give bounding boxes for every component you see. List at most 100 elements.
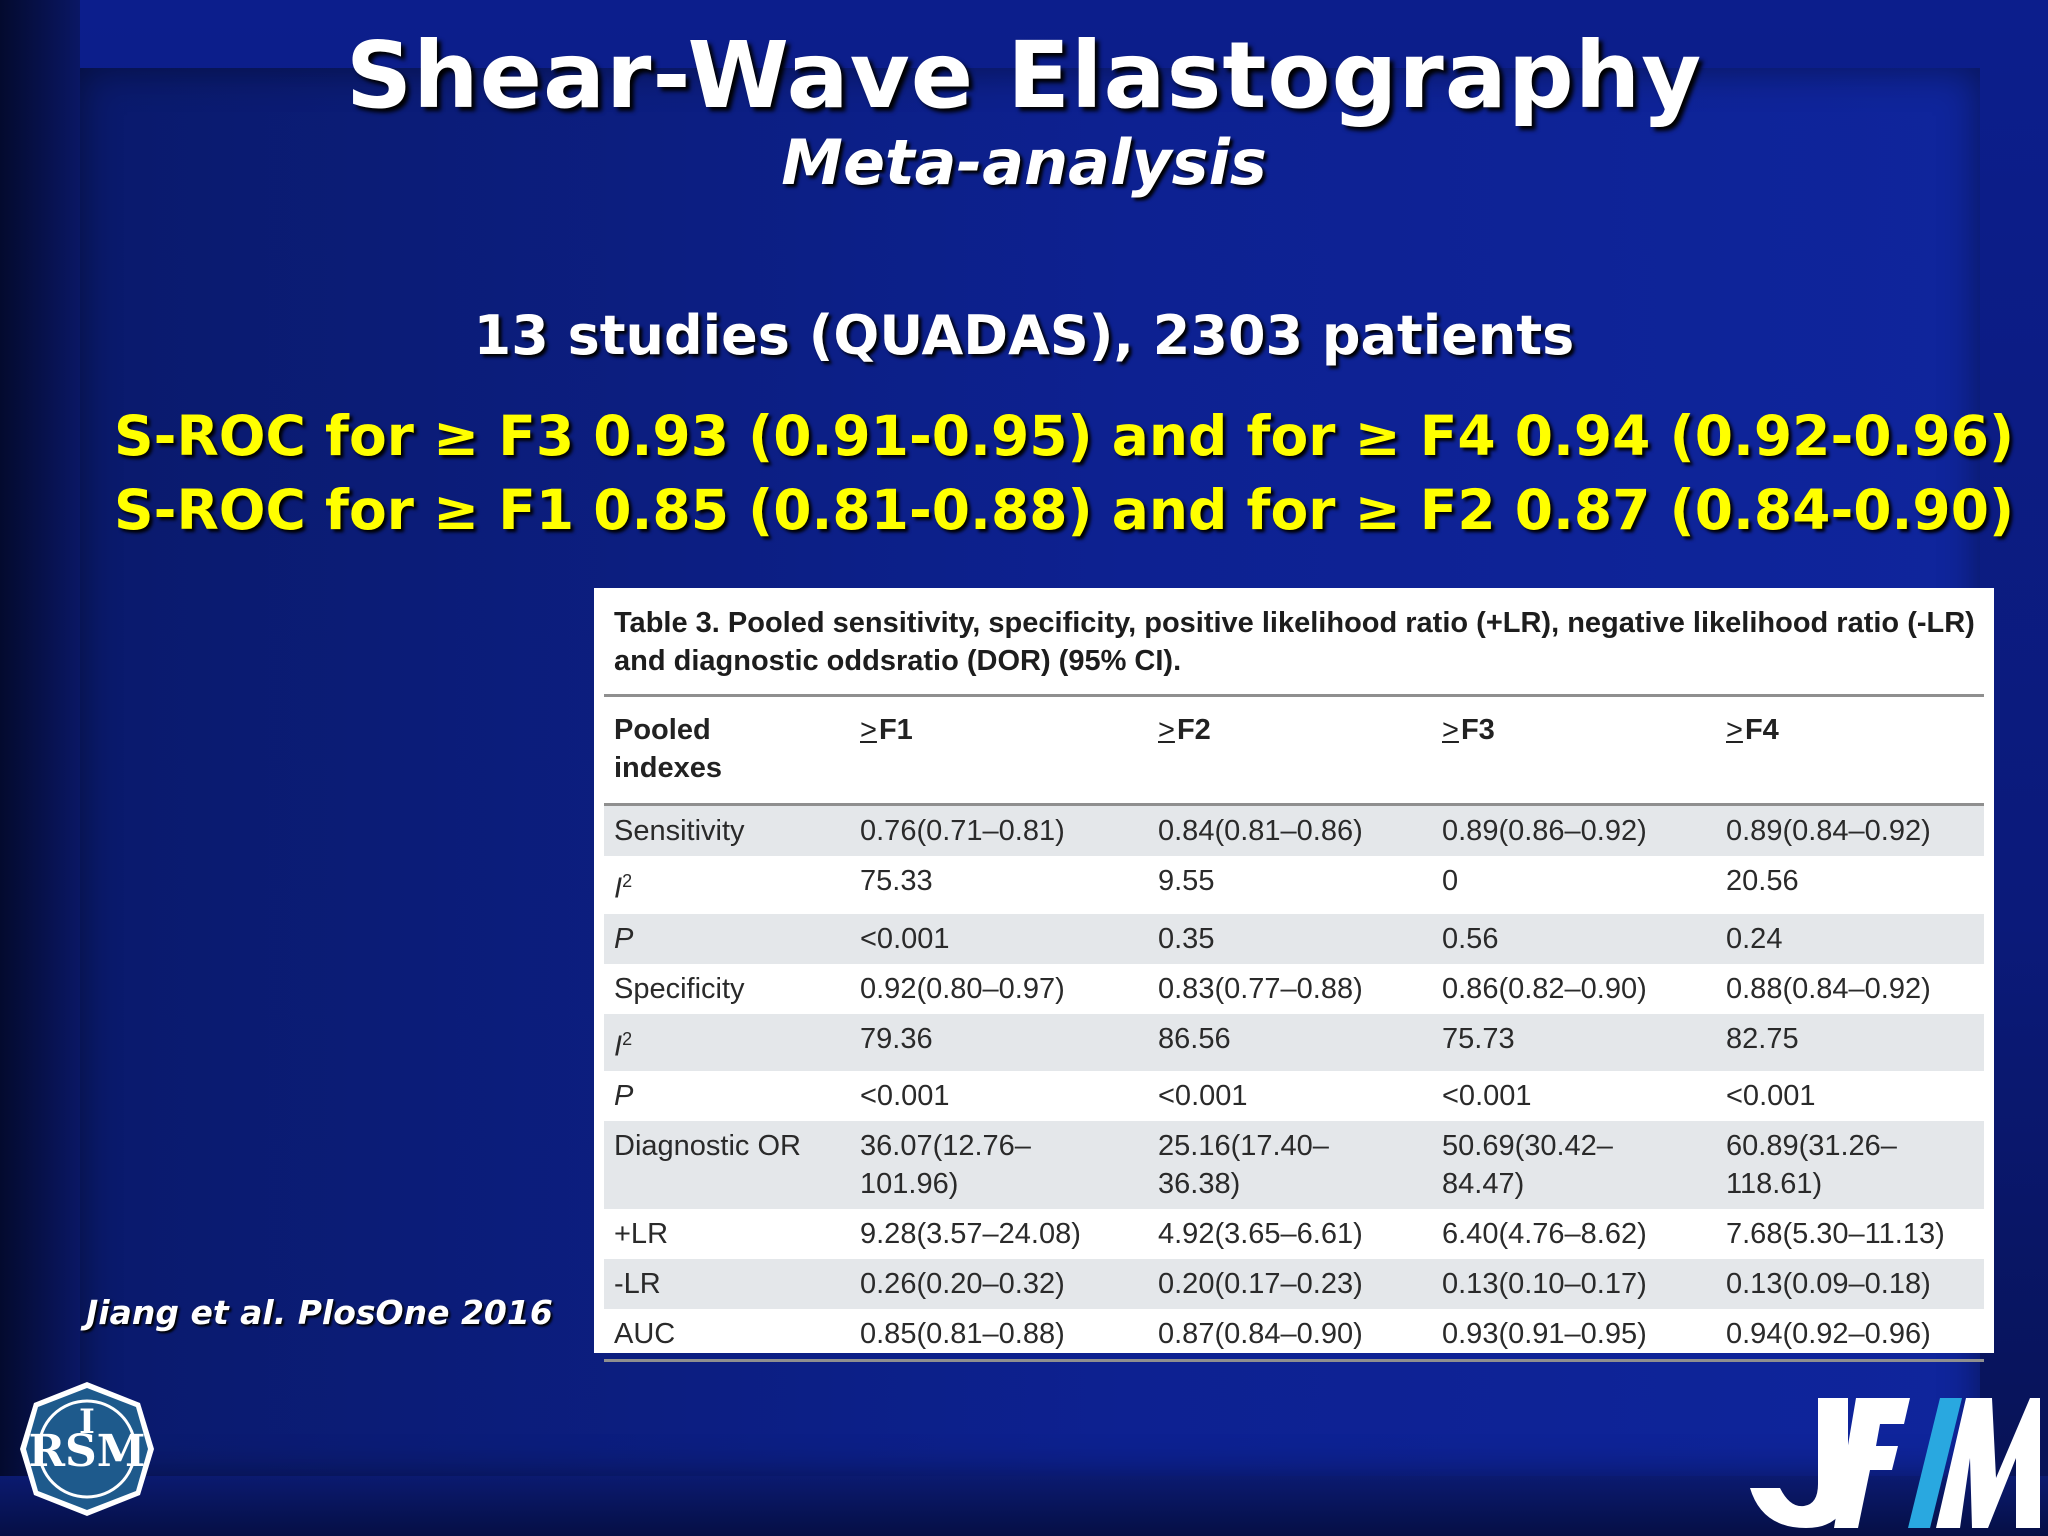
header-f2: >F2	[1158, 711, 1442, 787]
cell-f2: <0.001	[1158, 1080, 1248, 1113]
cell-f4: 0.13(0.09–0.18)	[1726, 1268, 1931, 1301]
cell-f4: 82.75	[1726, 1022, 1799, 1055]
cell-f1: <0.001	[860, 1080, 950, 1113]
table-row: P <0.001 <0.001 <0.001 <0.001	[604, 1071, 1984, 1121]
cell-f2: 0.35	[1158, 922, 1215, 955]
ge-symbol: >	[1726, 714, 1743, 746]
cell-f1: 0.85(0.81–0.88)	[860, 1318, 1065, 1351]
table-row: -LR 0.26(0.20–0.32) 0.20(0.17–0.23) 0.13…	[604, 1259, 1984, 1310]
row-label: Specificity	[614, 972, 745, 1005]
cell-f2: 0.84(0.81–0.86)	[1158, 815, 1363, 847]
slide-title: Shear-Wave Elastography	[345, 22, 1703, 129]
header-pooled: Pooled	[614, 714, 711, 746]
cell-f3: 75.73	[1442, 1022, 1515, 1055]
table-row: Specificity 0.92(0.80–0.97) 0.83(0.77–0.…	[604, 964, 1984, 1014]
rism-logo: RSM I	[20, 1382, 154, 1516]
table-caption: Table 3. Pooled sensitivity, specificity…	[604, 604, 1984, 680]
cell-f1: 79.36	[860, 1022, 933, 1055]
cell-f1: 75.33	[860, 865, 933, 897]
row-label: I2	[614, 862, 860, 908]
header-f3: >F3	[1442, 711, 1726, 787]
row-label: -LR	[614, 1268, 661, 1301]
row-label: AUC	[614, 1318, 676, 1351]
row-label-sup: 2	[622, 871, 633, 891]
table-bottom-rule	[604, 1359, 1984, 1363]
cell-f3: 0.93(0.91–0.95)	[1442, 1318, 1647, 1351]
cell-f3: 0.86(0.82–0.90)	[1442, 972, 1647, 1005]
cell-f3: 0.13(0.10–0.17)	[1442, 1268, 1647, 1301]
cell-f3: <0.001	[1442, 1080, 1532, 1113]
header-f1: >F1	[860, 711, 1158, 787]
cell-line: 60.89(31.26–	[1726, 1130, 1897, 1163]
caption-line-2: and diagnostic oddsratio (DOR) (95% CI).	[614, 645, 1182, 677]
cell-line: 50.69(30.42–	[1442, 1130, 1613, 1163]
results-table: Table 3. Pooled sensitivity, specificity…	[594, 588, 1994, 1363]
row-label: P	[614, 1080, 634, 1113]
header-f2-label: F2	[1176, 714, 1211, 746]
cell-f4: 0.88(0.84–0.92)	[1726, 972, 1931, 1005]
cell-f4: 0.24	[1726, 922, 1783, 955]
svg-text:RSM: RSM	[28, 1426, 145, 1477]
row-label: Diagnostic OR	[614, 1130, 801, 1163]
sroc-line-2: S-ROC for ≥ F1 0.85 (0.81-0.88) and for …	[114, 478, 2015, 542]
cell-f4: 20.56	[1726, 865, 1799, 897]
cell-f4: 0.89(0.84–0.92)	[1726, 815, 1931, 847]
cell-line: 101.96)	[860, 1168, 959, 1201]
citation: Jiang et al. PlosOne 2016	[86, 1293, 553, 1332]
header-f1-label: F1	[878, 714, 913, 746]
table-row: I2 75.33 9.55 0 20.56	[604, 856, 1984, 914]
jfim-logo	[1750, 1398, 2040, 1528]
cell-f4: 7.68(5.30–11.13)	[1726, 1218, 1945, 1251]
row-label: I2	[614, 1020, 860, 1066]
svg-text:I: I	[79, 1402, 95, 1442]
row-label: Sensitivity	[614, 815, 745, 847]
cell-f3: 0	[1442, 865, 1459, 897]
table-row: P <0.001 0.35 0.56 0.24	[604, 913, 1984, 964]
cell-f2: 4.92(3.65–6.61)	[1158, 1218, 1363, 1251]
cell-f1: 0.92(0.80–0.97)	[860, 972, 1065, 1005]
caption-rule	[604, 694, 1984, 697]
header-f3-label: F3	[1460, 714, 1495, 746]
cell-f1: 0.26(0.20–0.32)	[860, 1268, 1065, 1301]
ge-symbol: >	[1442, 714, 1459, 746]
cell-line: 36.38)	[1158, 1168, 1241, 1201]
cell-f3: 6.40(4.76–8.62)	[1442, 1218, 1647, 1251]
bottom-band	[0, 1476, 2048, 1536]
header-pooled-indexes: Pooled indexes	[614, 711, 860, 787]
cell-f4: <0.001	[1726, 1080, 1816, 1113]
table-row: Sensitivity 0.76(0.71–0.81) 0.84(0.81–0.…	[604, 806, 1984, 856]
cell-f3: 0.56	[1442, 922, 1499, 955]
row-label: P	[614, 922, 634, 955]
table-row: +LR 9.28(3.57–24.08) 4.92(3.65–6.61) 6.4…	[604, 1209, 1984, 1259]
ge-symbol: >	[860, 714, 877, 746]
sroc-line-1: S-ROC for ≥ F3 0.93 (0.91-0.95) and for …	[114, 404, 2015, 468]
cell-f1: 36.07(12.76– 101.96)	[860, 1127, 1158, 1203]
table-row: Diagnostic OR 36.07(12.76– 101.96) 25.16(…	[604, 1121, 1984, 1210]
cell-f2: 9.55	[1158, 865, 1215, 897]
cell-f1: 9.28(3.57–24.08)	[860, 1218, 1081, 1251]
row-label-sup: 2	[622, 1028, 633, 1049]
left-shade	[0, 0, 80, 1536]
row-label: +LR	[614, 1218, 669, 1251]
table-header: Pooled indexes >F1 >F2 >F3 >F4	[604, 697, 1984, 803]
cell-line: 36.07(12.76–	[860, 1130, 1031, 1163]
header-f4: >F4	[1726, 711, 1996, 787]
cell-f2: 0.83(0.77–0.88)	[1158, 972, 1363, 1005]
cell-f1: <0.001	[860, 922, 950, 955]
cell-line: 118.61)	[1726, 1168, 1823, 1201]
header-indexes: indexes	[614, 752, 722, 784]
table-row: AUC 0.85(0.81–0.88) 0.87(0.84–0.90) 0.93…	[604, 1309, 1984, 1359]
caption-line-1: Table 3. Pooled sensitivity, specificity…	[614, 607, 1975, 639]
cell-f3: 0.89(0.86–0.92)	[1442, 815, 1647, 847]
studies-line: 13 studies (QUADAS), 2303 patients	[473, 304, 1575, 367]
row-label-text: I	[614, 872, 623, 905]
header-rule	[604, 803, 1984, 806]
cell-line: 25.16(17.40–	[1158, 1130, 1329, 1163]
ge-symbol: >	[1158, 714, 1175, 746]
slide-subtitle: Meta-analysis	[781, 126, 1267, 199]
cell-line: 84.47)	[1442, 1168, 1525, 1201]
cell-f2: 25.16(17.40– 36.38)	[1158, 1127, 1442, 1203]
cell-f2: 86.56	[1158, 1022, 1231, 1055]
table-row: I2 79.36 86.56 75.73 82.75	[604, 1013, 1984, 1072]
cell-f1: 0.76(0.71–0.81)	[860, 815, 1065, 847]
